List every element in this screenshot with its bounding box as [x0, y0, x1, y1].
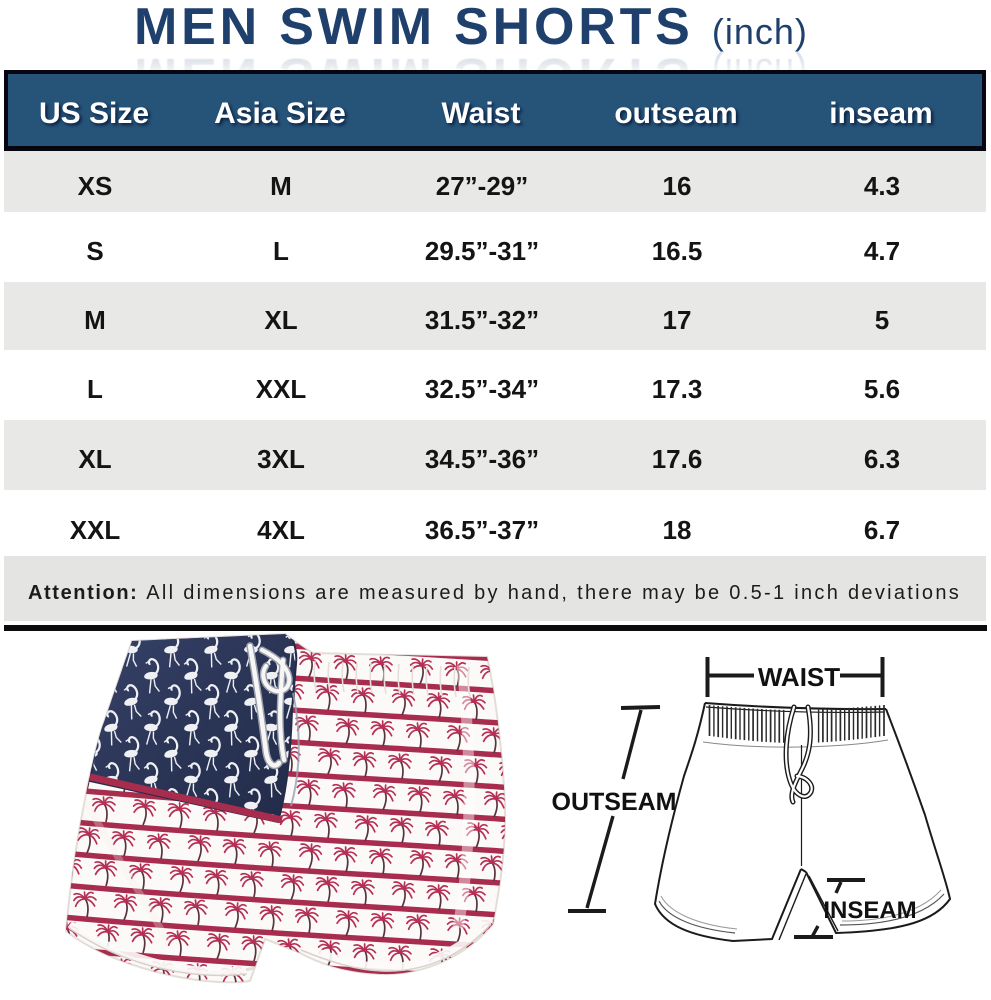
svg-text:WAIST: WAIST — [758, 662, 840, 692]
svg-text:OUTSEAM: OUTSEAM — [552, 788, 677, 816]
svg-text:INSEAM: INSEAM — [823, 897, 916, 924]
